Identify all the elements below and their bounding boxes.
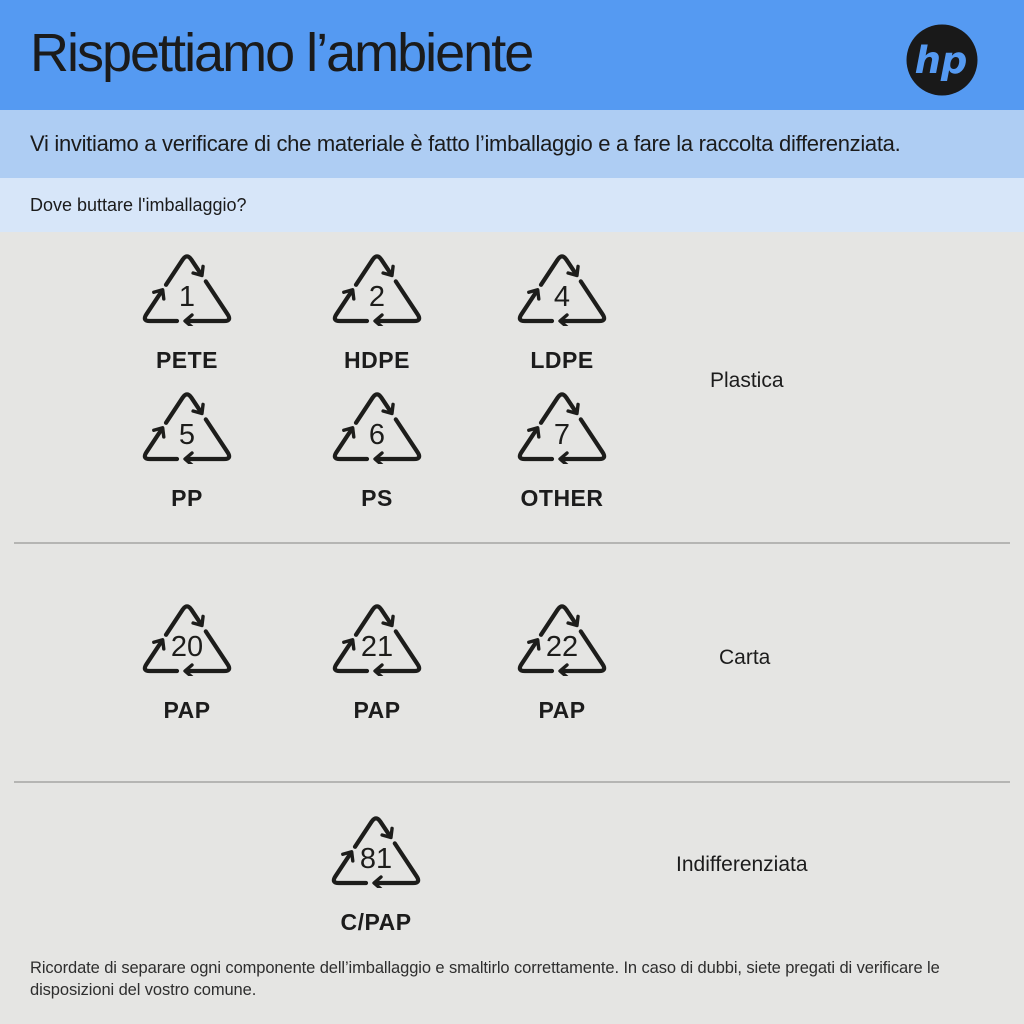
recycling-symbol-5-pp: 5 PP xyxy=(137,388,237,512)
section-divider xyxy=(14,781,1010,783)
recycle-triangle-icon: 20 xyxy=(142,604,232,679)
recycle-code-number: 6 xyxy=(369,419,385,451)
hp-logo-icon: hp xyxy=(906,24,978,96)
category-label-carta: Carta xyxy=(719,646,771,669)
material-code-label: LDPE xyxy=(530,347,594,373)
recycle-triangle-icon: 7 xyxy=(517,392,607,467)
subheader-band: Vi invitiamo a verificare di che materia… xyxy=(0,110,1024,178)
recycle-code-number: 5 xyxy=(179,419,195,451)
question-band: Dove buttare l'imballaggio? xyxy=(0,178,1024,232)
page-title: Rispettiamo l’ambiente xyxy=(30,23,534,83)
footer-note: Ricordate di separare ogni componente de… xyxy=(30,957,960,1002)
recycling-symbol-21-pap: 21 PAP xyxy=(327,600,427,724)
recycling-symbol-6-ps: 6 PS xyxy=(327,388,427,512)
material-code-label: PETE xyxy=(155,347,219,373)
recycle-code-number: 2 xyxy=(369,281,385,313)
recycle-triangle-icon: 1 xyxy=(142,254,232,329)
recycling-symbol-2-hdpe: 2 HDPE xyxy=(327,250,427,374)
header-banner: Rispettiamo l’ambiente hp xyxy=(0,0,1024,110)
recycle-code-number: 21 xyxy=(361,631,393,663)
footer-line: disposizioni del vostro comune. xyxy=(30,981,257,1000)
material-code-label: PAP xyxy=(163,697,211,723)
recycling-symbol-4-ldpe: 4 LDPE xyxy=(512,250,612,374)
category-label-plastica: Plastica xyxy=(710,369,784,392)
category-label-indifferenziata: Indifferenziata xyxy=(676,853,808,876)
recycling-symbol-22-pap: 22 PAP xyxy=(512,600,612,724)
material-code-label: PS xyxy=(361,485,393,511)
recycle-triangle-icon: 2 xyxy=(332,254,422,329)
recycle-code-number: 20 xyxy=(171,631,203,663)
recycle-code-number: 1 xyxy=(179,281,195,313)
recycling-symbol-1-pete: 1 PETE xyxy=(137,250,237,374)
material-code-label: C/PAP xyxy=(340,909,412,935)
recycling-symbol-20-pap: 20 PAP xyxy=(137,600,237,724)
recycle-triangle-icon: 6 xyxy=(332,392,422,467)
question-text: Dove buttare l'imballaggio? xyxy=(30,194,247,215)
recycle-triangle-icon: 21 xyxy=(332,604,422,679)
recycle-triangle-icon: 81 xyxy=(331,816,421,891)
recycle-triangle-icon: 4 xyxy=(517,254,607,329)
section-divider xyxy=(14,542,1010,544)
recycle-triangle-icon: 22 xyxy=(517,604,607,679)
recycle-code-number: 4 xyxy=(554,281,570,313)
recycle-code-number: 7 xyxy=(554,419,570,451)
recycling-symbol-81-cpap: 81 C/PAP xyxy=(326,812,426,936)
material-code-label: OTHER xyxy=(520,485,604,511)
recycling-symbol-7-other: 7 OTHER xyxy=(512,388,612,512)
recycle-code-number: 81 xyxy=(360,843,392,875)
recycle-code-number: 22 xyxy=(546,631,578,663)
footer-line: Ricordate di separare ogni componente de… xyxy=(30,959,940,977)
svg-text:hp: hp xyxy=(915,39,968,82)
material-code-label: HDPE xyxy=(344,347,410,373)
material-code-label: PAP xyxy=(353,697,401,723)
subheader-text: Vi invitiamo a verificare di che materia… xyxy=(30,131,901,156)
material-code-label: PP xyxy=(171,485,203,511)
material-code-label: PAP xyxy=(538,697,586,723)
recycle-triangle-icon: 5 xyxy=(142,392,232,467)
